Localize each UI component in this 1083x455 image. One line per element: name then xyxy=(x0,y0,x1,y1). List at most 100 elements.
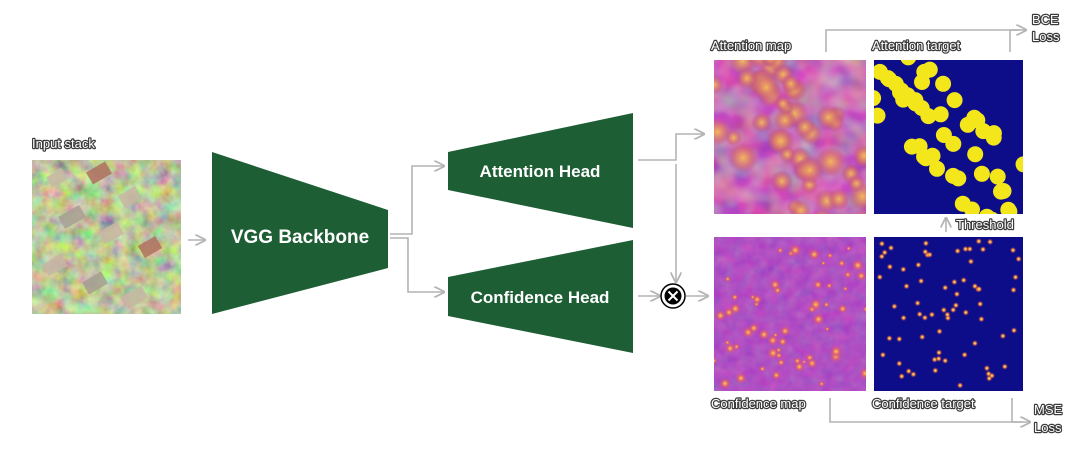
mse-loss-line2: Loss xyxy=(1034,420,1062,435)
target-dot xyxy=(922,240,930,247)
target-dot xyxy=(900,314,907,322)
confidence-peak xyxy=(851,258,865,272)
target-blob xyxy=(874,90,882,107)
target-blob xyxy=(967,146,984,163)
attention-activation xyxy=(815,104,842,131)
confidence-peak xyxy=(776,247,784,254)
target-dot xyxy=(903,283,910,290)
target-dot xyxy=(942,284,949,291)
confidence-head-label: Confidence Head xyxy=(471,288,610,307)
target-dot xyxy=(1015,255,1022,263)
input-roof-details xyxy=(41,161,163,309)
target-dot xyxy=(999,332,1007,340)
mse-loss-connector xyxy=(829,398,1030,422)
attention-activation xyxy=(790,199,812,214)
target-blob xyxy=(973,165,990,182)
input-stack: Input stack xyxy=(31,135,181,314)
confidence-target-label: Confidence target xyxy=(872,396,975,411)
target-dot xyxy=(935,355,942,362)
confidence-peak xyxy=(806,357,818,369)
target-blob xyxy=(932,106,949,123)
target-dot xyxy=(979,246,987,253)
confidence-peak xyxy=(751,294,763,305)
target-dot xyxy=(886,263,894,270)
confidence-peak xyxy=(714,357,718,365)
attention-activation xyxy=(770,169,794,193)
attention-activation xyxy=(751,112,772,133)
threshold-label: Threshold xyxy=(956,217,1014,232)
confidence-peak xyxy=(748,322,760,334)
target-dot xyxy=(1001,363,1008,370)
target-dot xyxy=(915,261,922,269)
target-blob xyxy=(1015,156,1023,173)
confidence-peak xyxy=(818,380,825,388)
connector-backbone-to-heads xyxy=(390,166,444,292)
target-blob xyxy=(989,168,1006,185)
target-dot xyxy=(951,278,958,286)
confidence-map-label: Confidence map xyxy=(711,396,806,411)
confidence-peak xyxy=(777,336,788,347)
confidence-peak xyxy=(837,259,846,268)
attention-activation xyxy=(811,207,833,214)
attention-map-activations xyxy=(714,60,866,214)
confidence-peak xyxy=(788,243,802,257)
mse-loss: MSE Loss xyxy=(1033,401,1064,436)
attention-head-shape xyxy=(448,113,633,228)
attention-activation xyxy=(795,155,825,185)
target-blob xyxy=(950,170,967,187)
target-dot xyxy=(1010,327,1018,334)
attention-activation xyxy=(727,142,759,174)
target-dot xyxy=(887,244,895,252)
target-dot xyxy=(962,309,969,316)
target-blob xyxy=(913,100,930,116)
target-dot xyxy=(898,373,905,380)
target-dot xyxy=(950,306,957,314)
confidence-peak xyxy=(723,307,735,318)
target-dot xyxy=(961,351,968,358)
attention-activation xyxy=(760,60,780,68)
target-dot xyxy=(971,340,979,347)
target-dot xyxy=(978,315,985,323)
target-dot xyxy=(891,303,898,310)
attention-activation xyxy=(774,95,792,113)
target-dot xyxy=(940,306,947,314)
backbone-trapezoid xyxy=(212,152,388,314)
attention-activation xyxy=(855,213,864,214)
attention-activation xyxy=(773,108,797,132)
target-blob xyxy=(903,138,920,155)
target-dot xyxy=(988,372,996,379)
confidence-peak xyxy=(767,334,779,346)
target-dot xyxy=(966,245,973,253)
target-blob xyxy=(935,75,952,92)
attention-activation xyxy=(847,174,866,193)
confidence-peak xyxy=(813,279,823,290)
target-dot xyxy=(922,248,929,255)
target-blob xyxy=(916,63,933,80)
target-blob xyxy=(993,183,1009,200)
threshold-connector: Threshold xyxy=(946,216,1015,233)
backbone-label: VGG Backbone xyxy=(231,227,369,248)
confidence-peak xyxy=(829,345,843,358)
target-dot xyxy=(977,300,984,308)
confidence-target-dots xyxy=(876,238,1022,389)
target-dot xyxy=(878,240,886,247)
target-dot xyxy=(983,365,991,372)
attention-target xyxy=(874,60,1023,214)
confidence-peak xyxy=(724,342,736,354)
target-blob xyxy=(946,92,963,109)
confidence-peak xyxy=(843,270,852,279)
bce-loss-connector xyxy=(825,30,1026,52)
confidence-head: Confidence Head xyxy=(448,240,633,353)
confidence-head-shape xyxy=(448,240,633,353)
target-dot xyxy=(917,277,925,285)
target-blob xyxy=(874,107,886,124)
confidence-peak xyxy=(808,248,821,261)
target-dot xyxy=(921,314,929,321)
attention-activation xyxy=(852,143,866,168)
target-dot xyxy=(1012,274,1019,281)
confidence-peak xyxy=(820,260,826,266)
attention-map-label: Attention map xyxy=(711,38,791,53)
target-blob xyxy=(929,160,945,177)
